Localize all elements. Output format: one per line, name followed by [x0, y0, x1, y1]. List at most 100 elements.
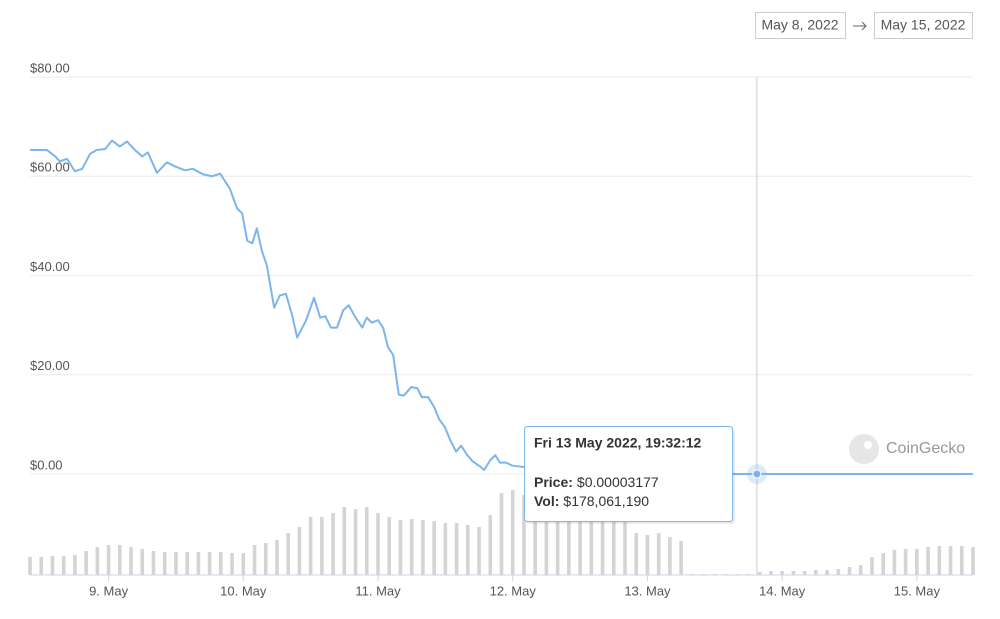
- volume-bar: [50, 556, 55, 575]
- volume-bar: [836, 569, 841, 575]
- watermark-text: CoinGecko: [886, 440, 965, 457]
- volume-bar: [387, 517, 392, 575]
- volume-bar: [409, 519, 414, 575]
- volume-bar: [814, 570, 818, 575]
- volume-bar: [421, 520, 425, 575]
- volume-bar: [533, 497, 537, 575]
- watermark-logo: [849, 434, 879, 464]
- volume-bar: [151, 551, 156, 575]
- y-tick-label: $60.00: [30, 160, 70, 175]
- range-from-box[interactable]: [755, 12, 846, 39]
- hover-point: [752, 469, 762, 479]
- volume-bar: [477, 527, 481, 575]
- x-tick-label: 10. May: [220, 583, 267, 598]
- volume-bar: [578, 505, 582, 575]
- volume-bar: [847, 567, 852, 575]
- volume-bar: [432, 521, 436, 575]
- volume-bar: [522, 495, 526, 575]
- volume-bar: [185, 552, 189, 575]
- volume-bar: [600, 507, 605, 575]
- volume-bar: [73, 555, 77, 575]
- x-tick-label: 14. May: [759, 583, 806, 598]
- volume-bar: [466, 525, 470, 575]
- volume-bar: [825, 570, 829, 575]
- volume-bar: [488, 515, 493, 575]
- x-tick-label: 13. May: [624, 583, 671, 598]
- volume-bar: [61, 556, 66, 575]
- volume-bar: [140, 549, 145, 575]
- volume-bar: [129, 547, 133, 575]
- volume-bar: [252, 545, 257, 575]
- volume-bar: [320, 517, 324, 575]
- volume-bar: [353, 509, 358, 575]
- volume-bar: [263, 543, 268, 575]
- volume-bar: [915, 549, 919, 575]
- volume-bar: [623, 515, 627, 575]
- watermark: CoinGecko: [849, 434, 965, 464]
- volume-bar: [668, 537, 672, 575]
- volume-bar: [28, 557, 32, 575]
- range-from: May 8, 2022: [761, 17, 838, 33]
- volume-bar: [174, 552, 178, 575]
- volume-bar: [275, 540, 279, 575]
- volume-bar: [230, 553, 234, 575]
- volume-bar: [656, 533, 661, 575]
- volume-bar: [376, 513, 380, 575]
- x-tick-label: 15. May: [894, 583, 941, 598]
- volume-bar: [858, 565, 863, 575]
- y-tick-label: $40.00: [30, 259, 70, 274]
- volume-bar: [589, 507, 594, 575]
- volume-bar: [881, 553, 885, 575]
- tooltip-label: Price:: [534, 474, 573, 490]
- volume-bar: [219, 552, 223, 575]
- volume-bar: [95, 547, 100, 575]
- range-arrow-head: [861, 21, 867, 31]
- x-tick-label: 9. May: [89, 583, 129, 598]
- volume-bar: [196, 552, 201, 575]
- tooltip-label: Vol:: [534, 493, 559, 509]
- volume-bar: [802, 571, 807, 575]
- tooltip-value: $0.00003177: [577, 474, 659, 490]
- volume-bar: [342, 507, 347, 575]
- volume-bar: [948, 546, 953, 575]
- volume-bar: [903, 549, 908, 575]
- y-tick-label: $80.00: [30, 60, 70, 75]
- volume-bar: [443, 523, 448, 575]
- volume-bar: [870, 557, 874, 575]
- x-tick-label: 12. May: [490, 583, 537, 598]
- volume-bar: [454, 523, 459, 575]
- watermark-logo-eye: [864, 441, 872, 449]
- volume-bar: [791, 571, 796, 575]
- volume-bar: [84, 551, 88, 575]
- x-tick-label: 11. May: [355, 583, 401, 598]
- volume-bar: [297, 527, 302, 575]
- volume-bar: [937, 546, 942, 575]
- volume-bar: [39, 557, 44, 575]
- volume-bar: [892, 550, 897, 575]
- volume-bar: [971, 547, 975, 575]
- volume-bar: [286, 533, 291, 575]
- tooltip-row: Price: $0.00003177: [534, 474, 659, 490]
- volume-bar: [499, 493, 504, 575]
- tooltip-title: Fri 13 May 2022, 19:32:12: [534, 435, 702, 451]
- volume-bar: [959, 546, 964, 575]
- price-line: [30, 139, 973, 475]
- volume-bar: [645, 535, 650, 575]
- volume-bar: [308, 517, 313, 575]
- y-tick-label: $0.00: [30, 457, 63, 472]
- volume-bar: [567, 503, 571, 575]
- volume-bar: [398, 520, 403, 575]
- range-to: May 15, 2022: [881, 17, 966, 33]
- tooltip-row: Vol: $178,061,190: [534, 493, 649, 509]
- volume-bar: [611, 510, 616, 575]
- volume-bar: [926, 547, 930, 575]
- tooltip-box: [524, 426, 733, 522]
- volume-bar: [331, 513, 335, 575]
- volume-bar: [207, 552, 212, 575]
- volume-bar: [106, 545, 111, 575]
- volume-bar: [364, 507, 369, 575]
- tooltip-value: $178,061,190: [563, 493, 649, 509]
- volume-bar: [241, 553, 246, 575]
- range-to-box[interactable]: [874, 12, 973, 39]
